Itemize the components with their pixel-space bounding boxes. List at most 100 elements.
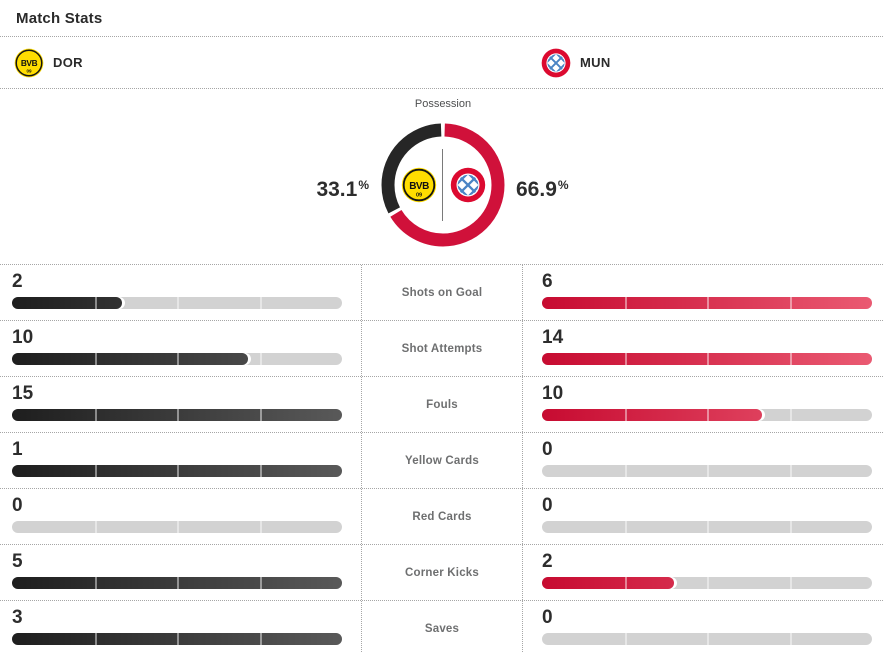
possession-arc-home <box>381 123 505 247</box>
possession-donut-chart <box>381 123 505 247</box>
team-home: DOR <box>14 37 83 88</box>
bar-segment-divider <box>789 633 792 645</box>
home-stat-bar <box>12 633 342 645</box>
bar-segment-divider <box>259 465 262 477</box>
away-stat-value: 0 <box>542 495 553 516</box>
away-stat-bar <box>542 521 872 533</box>
bar-segment-divider <box>707 297 709 309</box>
bar-segment-divider <box>789 577 792 589</box>
home-stat-cell: 10 <box>0 321 361 376</box>
away-stat-cell: 0 <box>523 601 883 653</box>
home-stat-bar-fill <box>12 633 342 645</box>
away-stat-bar <box>542 577 872 589</box>
home-stat-bar <box>12 521 342 533</box>
possession-away-value: 66.9% <box>516 172 569 202</box>
bar-segment-divider <box>94 353 97 365</box>
bar-segment-divider <box>707 521 709 533</box>
home-stat-bar <box>12 465 342 477</box>
bayern-badge-icon <box>450 167 486 203</box>
page-title: Match Stats <box>16 10 103 27</box>
possession-home-unit: % <box>358 178 369 192</box>
bar-segment-divider <box>94 521 97 533</box>
away-stat-value: 10 <box>542 383 564 404</box>
bar-segment-divider <box>94 577 97 589</box>
away-stat-cell: 0 <box>523 433 883 488</box>
away-stat-bar <box>542 633 872 645</box>
home-stat-bar <box>12 577 342 589</box>
possession-away-unit: % <box>557 178 569 192</box>
team-away-abbrev: MUN <box>580 55 611 70</box>
bar-segment-divider <box>259 633 262 645</box>
dortmund-badge-icon <box>401 167 437 203</box>
possession-arc-away <box>381 123 505 247</box>
bar-segment-divider <box>177 465 179 477</box>
bar-segment-divider <box>94 633 97 645</box>
home-stat-cell: 2 <box>0 265 361 320</box>
stat-row-corner-kicks: 5 Corner Kicks 2 <box>0 545 883 601</box>
bar-segment-divider <box>259 409 262 421</box>
bar-segment-divider <box>624 577 627 589</box>
possession-title: Possession <box>414 98 472 110</box>
home-stat-bar <box>12 297 342 309</box>
away-stat-value: 6 <box>542 271 553 292</box>
away-stat-bar <box>542 465 872 477</box>
home-stat-bar <box>12 353 342 365</box>
home-stat-bar <box>12 409 342 421</box>
bar-segment-divider <box>177 577 179 589</box>
bar-segment-divider <box>177 521 179 533</box>
stat-label: Yellow Cards <box>405 454 479 467</box>
bar-segment-divider <box>707 353 709 365</box>
stat-label: Fouls <box>426 398 458 411</box>
stat-label-cell: Shot Attempts <box>361 321 523 376</box>
possession-home-value: 33.1% <box>316 172 369 202</box>
home-stat-cell: 0 <box>0 489 361 544</box>
home-stat-cell: 3 <box>0 601 361 653</box>
bar-segment-divider <box>707 409 709 421</box>
home-stat-bar-fill <box>12 577 342 589</box>
home-stat-bar-fill <box>12 297 122 309</box>
bar-segment-divider <box>624 353 627 365</box>
team-away: MUN <box>541 37 611 88</box>
stat-label: Saves <box>424 622 460 635</box>
home-stat-cell: 15 <box>0 377 361 432</box>
stat-label: Red Cards <box>412 510 472 523</box>
bar-segment-divider <box>789 521 792 533</box>
stat-row-red-cards: 0 Red Cards 0 <box>0 489 883 545</box>
away-stat-cell: 2 <box>523 545 883 600</box>
home-stat-value: 0 <box>12 495 23 516</box>
stat-label: Corner Kicks <box>405 566 479 579</box>
bar-segment-divider <box>94 297 97 309</box>
bar-segment-divider <box>789 465 792 477</box>
bar-segment-divider <box>624 633 627 645</box>
bar-segment-divider <box>789 409 792 421</box>
donut-center-divider <box>442 149 443 221</box>
bar-segment-divider <box>177 633 179 645</box>
stat-label-cell: Yellow Cards <box>361 433 523 488</box>
away-stat-bar-fill <box>542 353 872 365</box>
stat-label: Shots on Goal <box>401 286 483 299</box>
bar-segment-divider <box>789 353 792 365</box>
away-stat-bar <box>542 353 872 365</box>
stats-table: 2 Shots on Goal 6 10 <box>0 264 883 653</box>
bar-segment-divider <box>624 521 627 533</box>
stat-label-cell: Fouls <box>361 377 523 432</box>
home-stat-value: 3 <box>12 607 23 628</box>
bar-segment-divider <box>259 521 262 533</box>
away-stat-cell: 14 <box>523 321 883 376</box>
stat-row-shots-on-goal: 2 Shots on Goal 6 <box>0 265 883 321</box>
stat-row-saves: 3 Saves 0 <box>0 601 883 653</box>
home-stat-bar-fill <box>12 465 342 477</box>
away-stat-value: 2 <box>542 551 553 572</box>
away-stat-cell: 0 <box>523 489 883 544</box>
away-stat-bar-fill <box>542 577 674 589</box>
bar-segment-divider <box>177 409 179 421</box>
bar-segment-divider <box>177 297 179 309</box>
bar-segment-divider <box>259 577 262 589</box>
stat-row-yellow-cards: 1 Yellow Cards 0 <box>0 433 883 489</box>
away-stat-bar-fill <box>542 297 872 309</box>
stat-label: Shot Attempts <box>401 342 483 355</box>
possession-section: Possession 33.1% 66.9% <box>0 89 883 264</box>
away-stat-cell: 6 <box>523 265 883 320</box>
bar-segment-divider <box>94 409 97 421</box>
